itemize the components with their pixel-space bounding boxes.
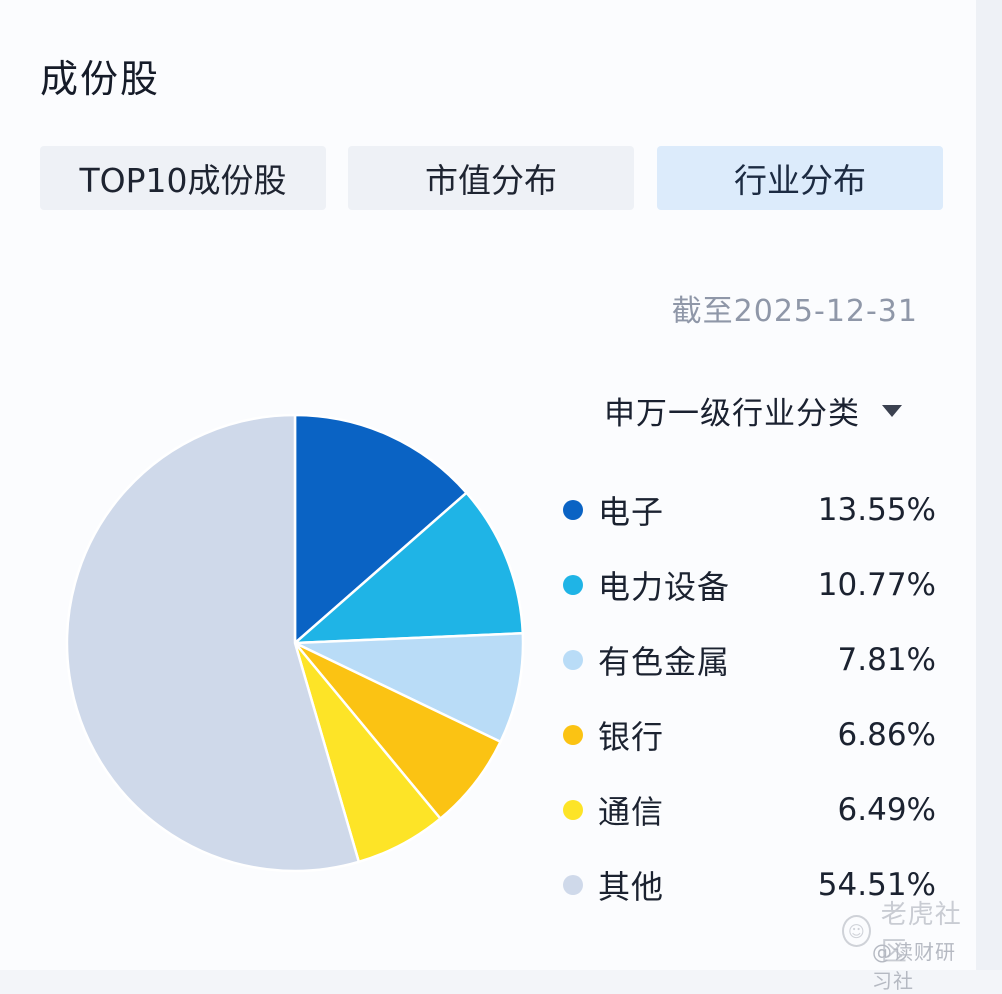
tiger-logo-icon: ☺ [842, 915, 871, 947]
watermark: ☺ 老虎社区 [842, 894, 976, 968]
legend-value: 6.86% [837, 716, 936, 753]
legend-dot-icon [563, 649, 583, 670]
watermark-author: @读财研习社 [872, 940, 956, 993]
legend-value: 10.77% [817, 566, 936, 603]
legend-value: 54.51% [817, 866, 936, 903]
classification-label: 申万一级行业分类 [604, 396, 860, 432]
legend-label: 银行 [598, 717, 665, 756]
legend-dot-icon [563, 799, 583, 820]
pie-slice-5[interactable] [65, 413, 361, 873]
legend-dot-icon [563, 874, 583, 895]
pie-slice-0[interactable] [293, 413, 469, 646]
pie-slice-2[interactable] [294, 631, 525, 744]
legend-value: 6.49% [837, 791, 936, 828]
content-card: 成份股 TOP10成份股 市值分布 行业分布 截至2025-12-31 申万一级… [40, 57, 976, 993]
watermark-brand: 老虎社区 [880, 900, 962, 967]
legend-label: 其他 [598, 867, 665, 906]
tab-market-cap[interactable]: 市值分布 [348, 146, 634, 210]
legend-item: 电力设备 10.77% [560, 547, 940, 622]
legend-value: 13.55% [817, 491, 936, 528]
pie-slice-1[interactable] [291, 491, 525, 645]
tab-industry[interactable]: 行业分布 [657, 146, 943, 210]
legend-dot-icon [563, 574, 583, 595]
legend-item: 银行 6.86% [560, 697, 940, 772]
as-of-date: 截至2025-12-31 [671, 294, 918, 329]
legend-label: 通信 [598, 792, 665, 831]
legend-dot-icon [563, 724, 583, 745]
classification-dropdown[interactable]: 申万一级行业分类 [604, 388, 902, 433]
tab-top10[interactable]: TOP10成份股 [40, 146, 326, 210]
industry-pie-chart [65, 413, 525, 873]
legend-item: 其他 54.51% [560, 847, 940, 922]
legend-label: 电子 [598, 492, 665, 531]
right-edge [976, 0, 1002, 970]
page-title: 成份股 [40, 57, 161, 101]
legend-item: 有色金属 7.81% [560, 622, 940, 697]
caret-down-icon [882, 404, 902, 417]
legend-label: 有色金属 [598, 642, 731, 681]
tab-bar: TOP10成份股 市值分布 行业分布 [40, 146, 944, 210]
legend-dot-icon [563, 499, 583, 520]
legend-value: 7.81% [837, 641, 936, 678]
legend-item: 电子 13.55% [560, 472, 940, 547]
legend-item: 通信 6.49% [560, 772, 940, 847]
legend-label: 电力设备 [598, 567, 731, 606]
pie-legend: 电子 13.55% 电力设备 10.77% 有色金属 7.81% 银行 6.86% 通信 6.49… [560, 472, 940, 922]
